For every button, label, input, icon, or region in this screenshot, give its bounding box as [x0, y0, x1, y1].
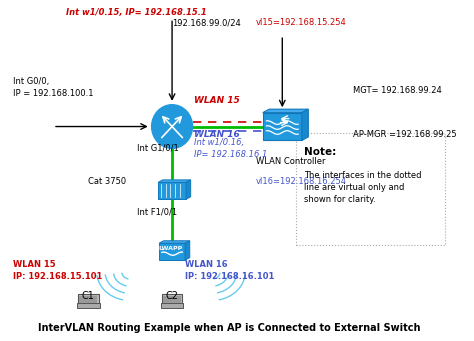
Polygon shape	[263, 109, 308, 113]
Text: C1: C1	[82, 291, 95, 301]
Polygon shape	[158, 180, 191, 182]
Text: AP-MGR =192.168.99.25: AP-MGR =192.168.99.25	[353, 130, 456, 139]
FancyBboxPatch shape	[163, 296, 181, 303]
Text: WLAN 15: WLAN 15	[194, 96, 240, 105]
Text: Int w1/0.15, IP= 192.168.15.1: Int w1/0.15, IP= 192.168.15.1	[66, 8, 207, 17]
FancyBboxPatch shape	[78, 295, 99, 305]
Text: 192.168.99.0/24: 192.168.99.0/24	[172, 18, 241, 27]
Polygon shape	[185, 241, 190, 260]
Text: Int G0/0,
IP = 192.168.100.1: Int G0/0, IP = 192.168.100.1	[13, 77, 94, 98]
Polygon shape	[186, 180, 191, 199]
Text: Int w1/0.16,
IP= 192.168.16.1: Int w1/0.16, IP= 192.168.16.1	[194, 138, 267, 159]
FancyBboxPatch shape	[263, 113, 302, 140]
Text: Int G1/0/1: Int G1/0/1	[137, 143, 179, 152]
Polygon shape	[302, 109, 308, 140]
FancyBboxPatch shape	[161, 303, 183, 308]
Text: WLAN Controller: WLAN Controller	[256, 157, 325, 166]
FancyBboxPatch shape	[80, 296, 97, 303]
Text: WLAN 16
IP: 192.168.16.101: WLAN 16 IP: 192.168.16.101	[185, 260, 274, 281]
FancyBboxPatch shape	[159, 243, 185, 260]
Text: WLAN 15
IP: 192.168.15.101: WLAN 15 IP: 192.168.15.101	[13, 260, 103, 281]
FancyBboxPatch shape	[77, 303, 100, 308]
Text: Int F1/0/1: Int F1/0/1	[137, 207, 177, 217]
FancyBboxPatch shape	[162, 295, 182, 305]
Polygon shape	[159, 241, 190, 243]
Text: C2: C2	[165, 291, 179, 301]
Text: vl16=192.168.16.254: vl16=192.168.16.254	[256, 177, 347, 186]
Text: LWAPP: LWAPP	[158, 246, 182, 251]
Text: vl15=192.168.15.254: vl15=192.168.15.254	[256, 18, 346, 27]
Text: The interfaces in the dotted
line are virtual only and
shown for clarity.: The interfaces in the dotted line are vi…	[304, 170, 422, 205]
FancyBboxPatch shape	[295, 133, 446, 245]
Circle shape	[152, 105, 192, 148]
FancyBboxPatch shape	[158, 182, 186, 199]
Text: Note:: Note:	[304, 147, 337, 157]
Text: WLAN 16: WLAN 16	[194, 130, 240, 139]
Text: InterVLAN Routing Example when AP is Connected to External Switch: InterVLAN Routing Example when AP is Con…	[38, 323, 420, 333]
Text: Cat 3750: Cat 3750	[88, 177, 127, 186]
Text: MGT= 192.168.99.24: MGT= 192.168.99.24	[353, 86, 442, 95]
